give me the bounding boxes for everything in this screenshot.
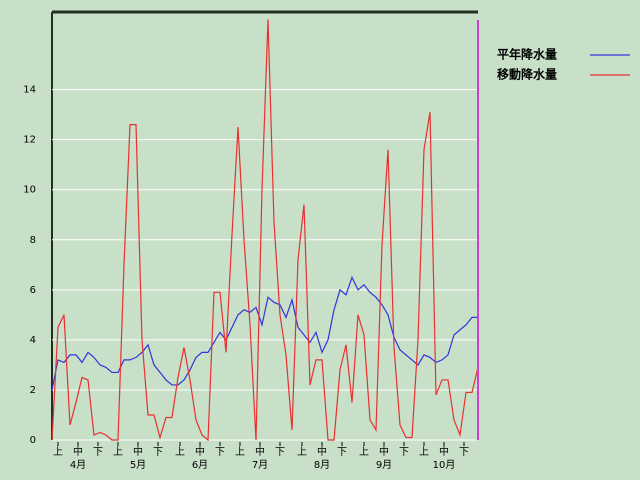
x-tick-label: 上: [175, 446, 185, 458]
x-tick-label: 下: [459, 447, 469, 458]
y-tick-label: 0: [30, 435, 36, 446]
y-tick-label: 8: [30, 235, 36, 246]
x-tick-label: 中: [255, 445, 265, 458]
y-tick-label: 4: [30, 335, 36, 346]
x-tick-label: 中: [439, 445, 449, 458]
x-tick-label: 下: [93, 447, 103, 458]
x-tick-label: 上: [297, 446, 307, 458]
x-tick-label: 中: [133, 445, 143, 458]
x-tick-label: 下: [275, 447, 285, 458]
x-tick-label: 上: [419, 446, 429, 458]
x-tick-label: 下: [153, 447, 163, 458]
legend-label: 移動降水量: [497, 67, 557, 82]
y-tick-label: 6: [30, 285, 36, 296]
x-tick-label: 中: [317, 445, 327, 458]
series-line: [51, 275, 478, 391]
y-tick-label: 12: [23, 135, 36, 146]
month-label: 4月: [70, 459, 86, 471]
y-tick-label: 14: [23, 85, 36, 96]
month-label: 5月: [130, 459, 146, 471]
x-tick-label: 中: [195, 445, 205, 458]
month-label: 9月: [376, 459, 392, 471]
x-tick-label: 上: [235, 446, 245, 458]
x-tick-label: 下: [399, 447, 409, 458]
x-tick-label: 中: [73, 445, 83, 458]
y-tick-label: 2: [30, 385, 36, 396]
x-tick-label: 上: [53, 446, 63, 458]
y-tick-label: 10: [23, 185, 36, 196]
month-label: 8月: [314, 459, 330, 471]
month-label: 10月: [433, 459, 456, 471]
month-label: 6月: [192, 459, 208, 471]
legend-label: 平年降水量: [497, 47, 557, 62]
x-tick-label: 上: [113, 446, 123, 458]
x-tick-label: 上: [359, 446, 369, 458]
series-line: [51, 19, 479, 442]
x-tick-label: 下: [215, 447, 225, 458]
x-tick-label: 中: [379, 445, 389, 458]
month-label: 7月: [252, 459, 268, 471]
x-tick-label: 下: [337, 447, 347, 458]
